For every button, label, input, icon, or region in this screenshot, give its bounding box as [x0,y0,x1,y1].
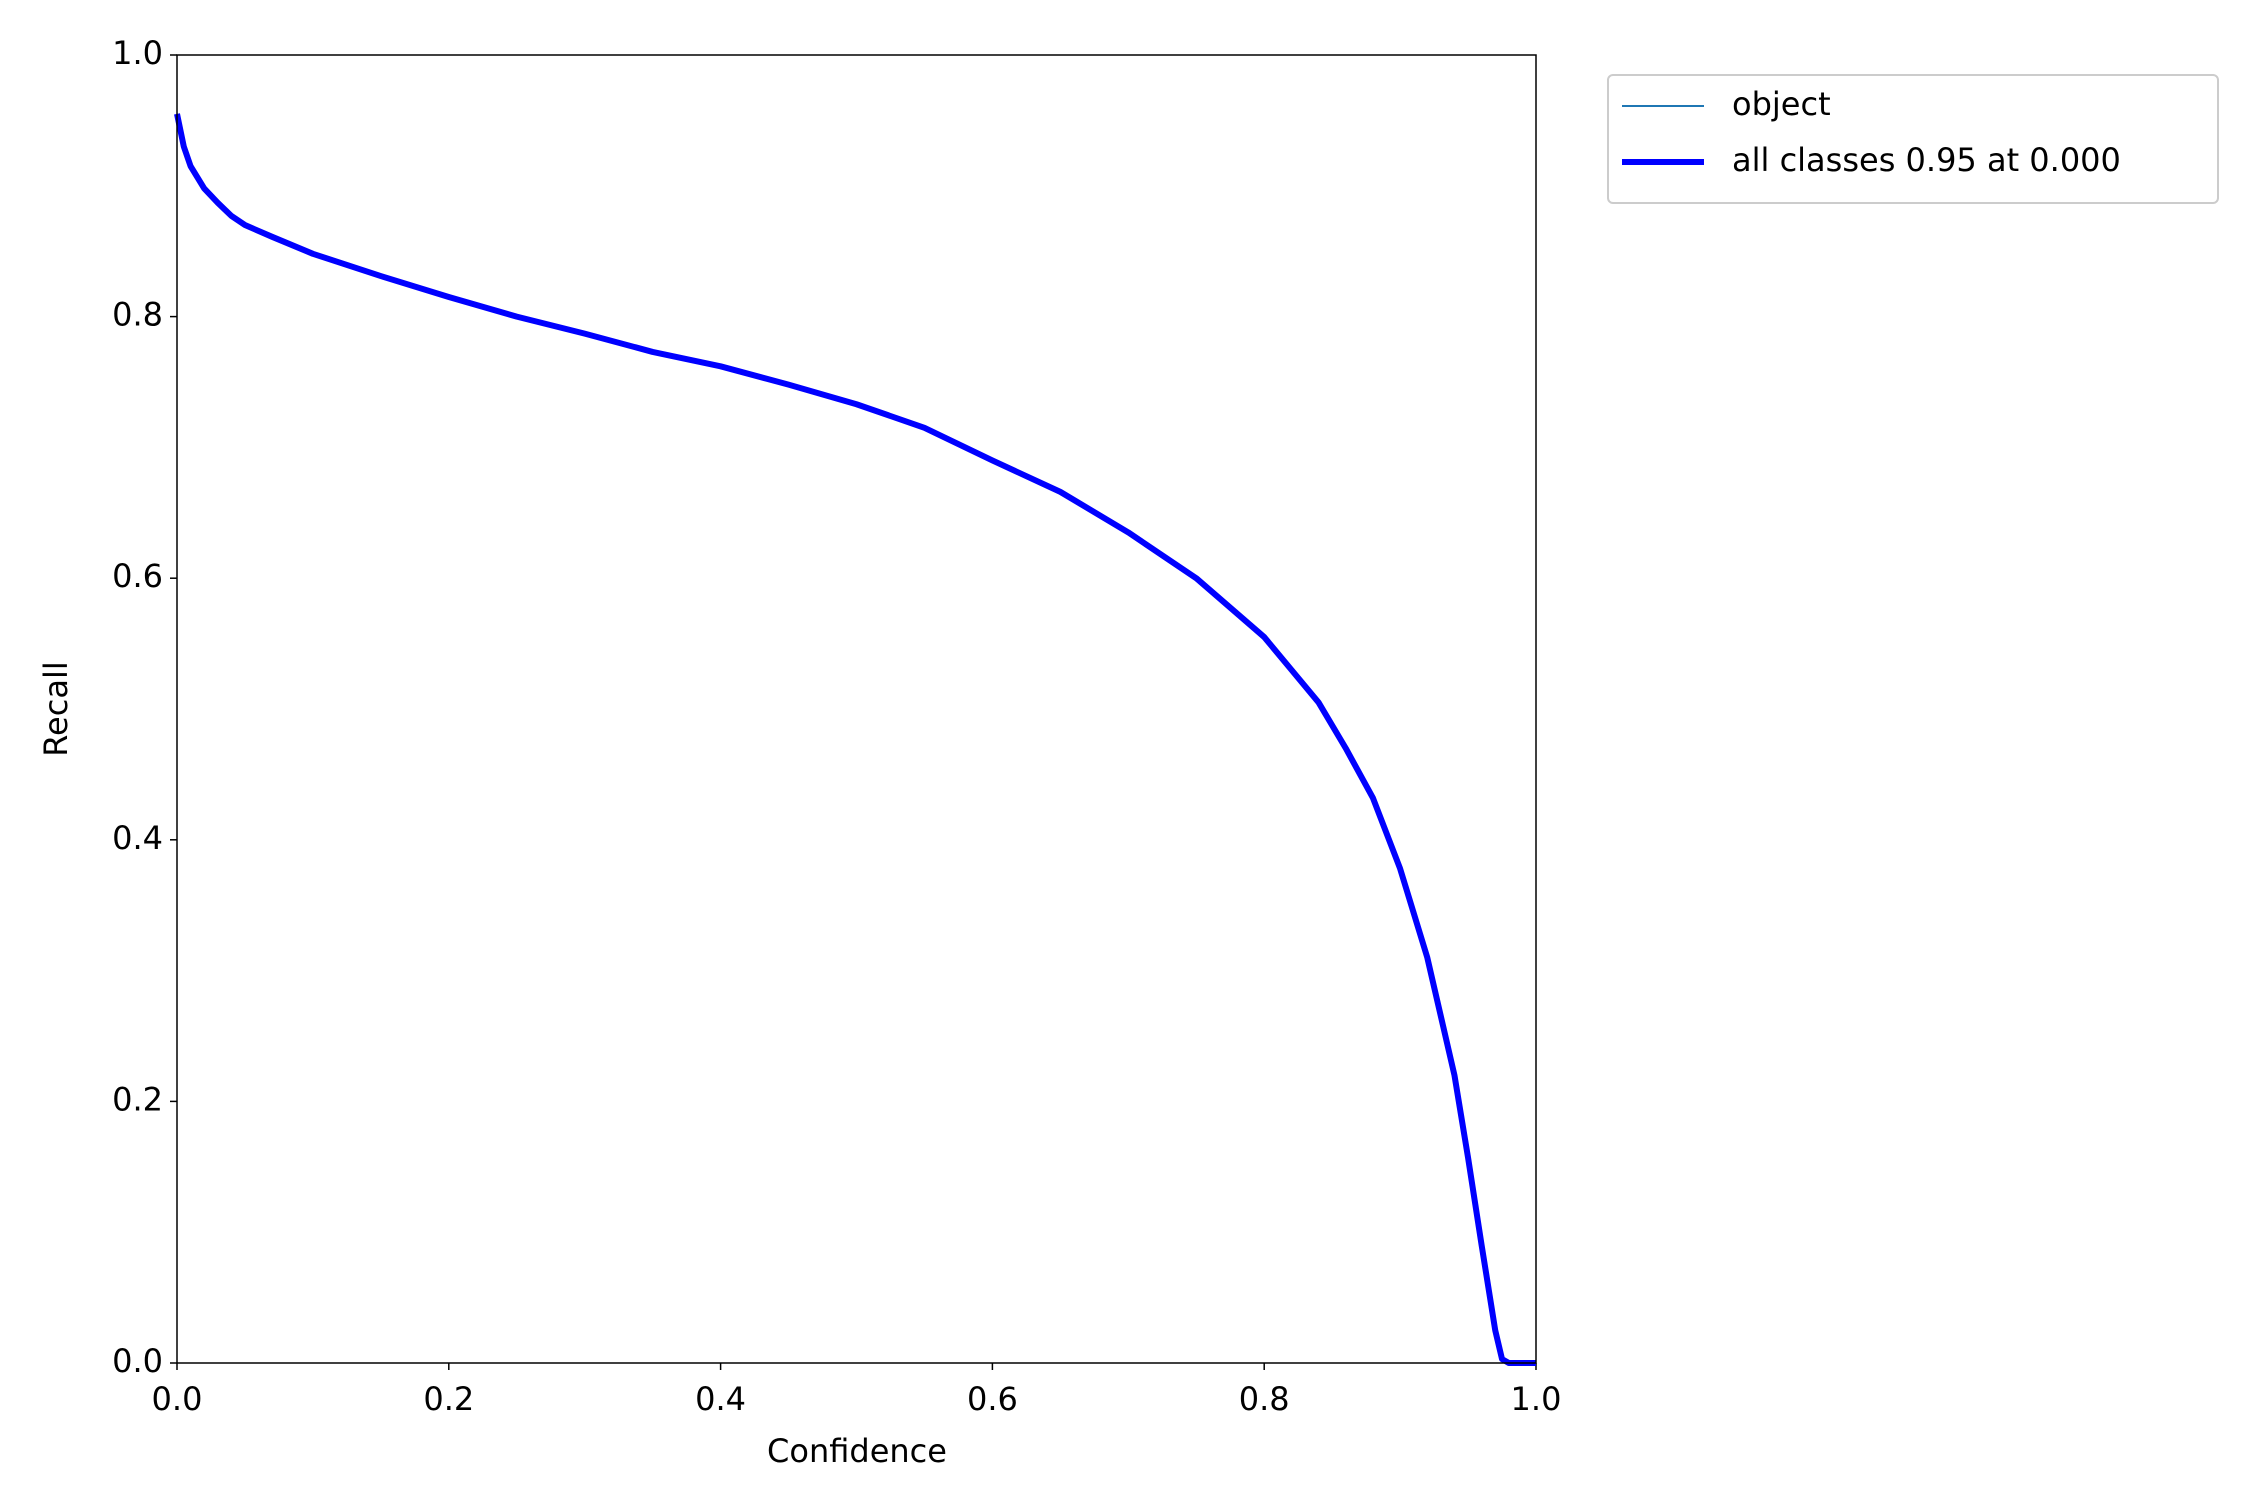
x-axis-label: Confidence [767,1432,947,1470]
x-tick-label: 0.8 [1239,1380,1290,1418]
y-tick-label: 0.4 [112,819,163,857]
legend-label: all classes 0.95 at 0.000 [1732,141,2121,179]
y-tick-label: 0.2 [112,1080,163,1118]
y-tick-label: 0.6 [112,557,163,595]
y-tick-label: 0.8 [112,296,163,334]
x-tick-label: 1.0 [1511,1380,1562,1418]
x-tick-label: 0.4 [695,1380,746,1418]
legend-box [1607,74,2219,204]
y-axis-label: Recall [37,661,75,756]
plot-frame [176,54,1537,1364]
legend-label: object [1732,85,1831,123]
x-tick-label: 0.6 [967,1380,1018,1418]
y-tick-label: 1.0 [112,34,163,72]
y-tick-label: 0.0 [112,1342,163,1380]
series-line [174,113,1536,1366]
x-tick-label: 0.2 [423,1380,474,1418]
x-tick-label: 0.0 [152,1380,203,1418]
